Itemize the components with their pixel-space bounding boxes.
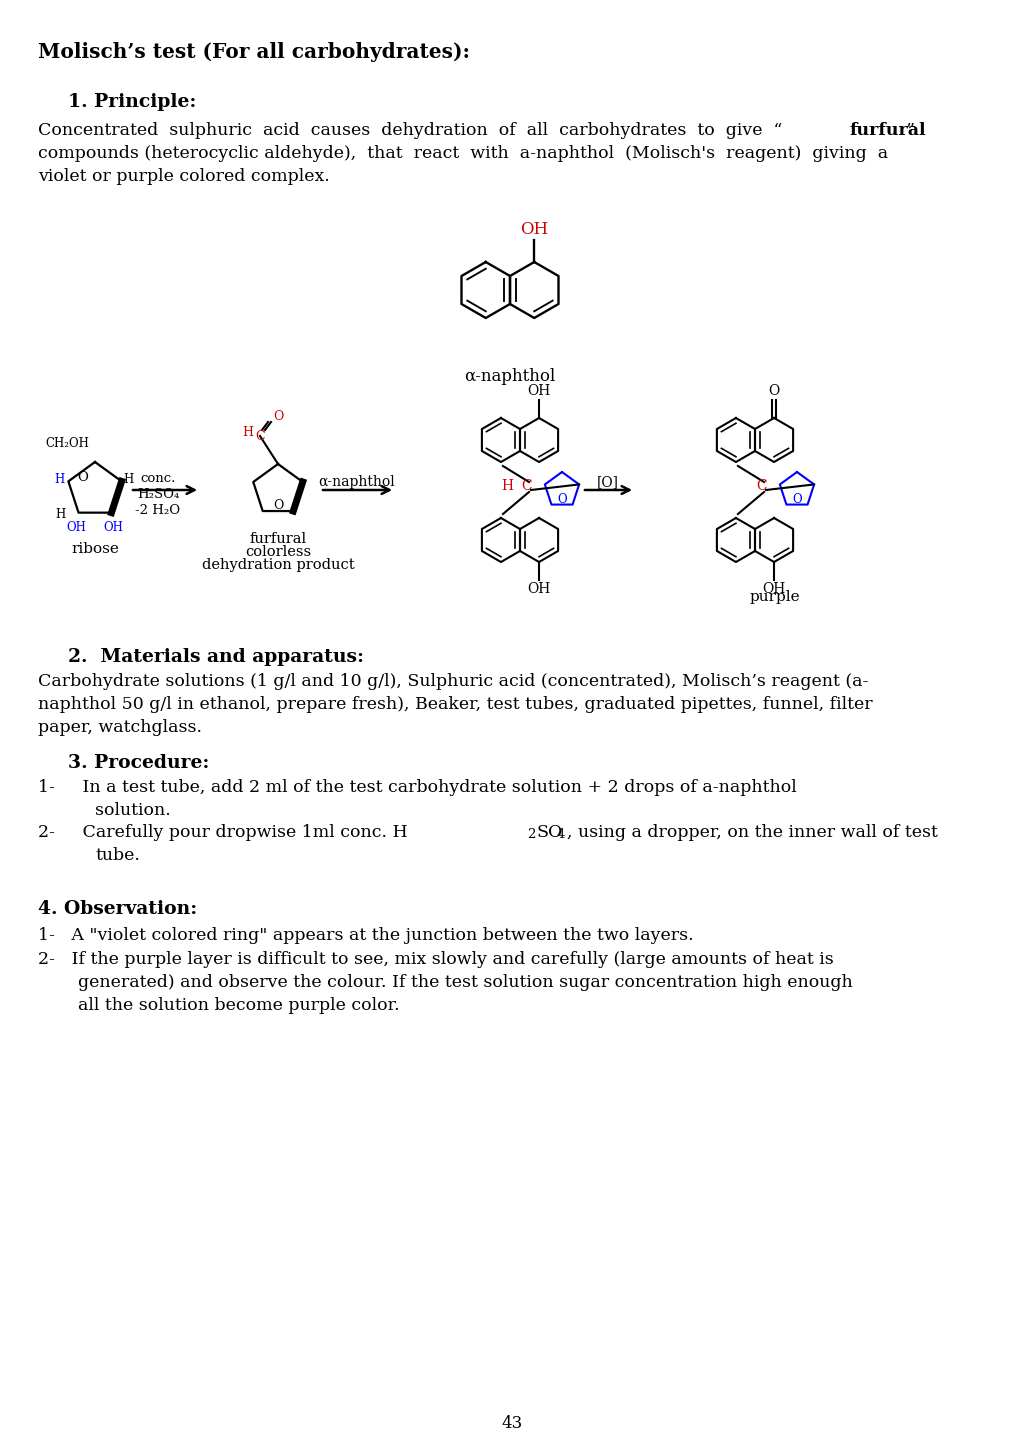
Text: 1-     In a test tube, add 2 ml of the test carbohydrate solution + 2 drops of a: 1- In a test tube, add 2 ml of the test … — [38, 778, 797, 796]
Text: O: O — [557, 493, 567, 506]
Text: purple: purple — [750, 590, 801, 603]
Text: 2.  Materials and apparatus:: 2. Materials and apparatus: — [68, 648, 364, 666]
Text: OH: OH — [67, 521, 86, 534]
Text: α-naphthol: α-naphthol — [318, 475, 395, 489]
Text: O: O — [768, 383, 779, 398]
Text: furfural: furfural — [849, 122, 926, 139]
Text: OH: OH — [527, 582, 551, 596]
Text: furfural: furfural — [250, 532, 306, 546]
Text: tube.: tube. — [95, 846, 140, 864]
Text: H: H — [124, 473, 134, 486]
Text: C: C — [757, 479, 767, 493]
Text: ”: ” — [906, 122, 914, 139]
Text: O: O — [77, 470, 88, 483]
Text: OH: OH — [527, 383, 551, 398]
Text: 43: 43 — [502, 1415, 522, 1433]
Text: C: C — [255, 430, 265, 443]
Text: 1. Principle:: 1. Principle: — [68, 93, 197, 111]
Text: [O]: [O] — [597, 475, 618, 489]
Text: OH: OH — [763, 582, 785, 596]
Text: 4. Observation:: 4. Observation: — [38, 900, 198, 917]
Text: 3. Procedure:: 3. Procedure: — [68, 754, 209, 773]
Text: OH: OH — [103, 521, 124, 534]
Text: naphthol 50 g/l in ethanol, prepare fresh), Beaker, test tubes, graduated pipett: naphthol 50 g/l in ethanol, prepare fres… — [38, 696, 872, 713]
Text: H: H — [54, 473, 65, 486]
Text: 2: 2 — [527, 828, 536, 841]
Text: , using a dropper, on the inner wall of test: , using a dropper, on the inner wall of … — [567, 823, 938, 841]
Text: α-naphthol: α-naphthol — [464, 368, 556, 385]
Text: 2-   If the purple layer is difficult to see, mix slowly and carefully (large am: 2- If the purple layer is difficult to s… — [38, 951, 834, 968]
Text: 4: 4 — [557, 828, 565, 841]
Text: -2 H₂O: -2 H₂O — [135, 504, 180, 517]
Text: conc.: conc. — [140, 472, 176, 485]
Text: H: H — [242, 427, 253, 440]
Text: C: C — [521, 479, 532, 493]
Text: ribose: ribose — [71, 543, 119, 556]
Text: dehydration product: dehydration product — [202, 559, 354, 572]
Text: Carbohydrate solutions (1 g/l and 10 g/l), Sulphuric acid (concentrated), Molisc: Carbohydrate solutions (1 g/l and 10 g/l… — [38, 673, 868, 690]
Text: CH₂OH: CH₂OH — [45, 437, 89, 450]
Text: O: O — [273, 410, 284, 423]
Text: colorless: colorless — [245, 546, 311, 559]
Text: paper, watchglass.: paper, watchglass. — [38, 719, 202, 737]
Text: OH: OH — [520, 221, 548, 237]
Text: Concentrated  sulphuric  acid  causes  dehydration  of  all  carbohydrates  to  : Concentrated sulphuric acid causes dehyd… — [38, 122, 782, 139]
Text: SO: SO — [537, 823, 563, 841]
Text: 1-   A "violet colored ring" appears at the junction between the two layers.: 1- A "violet colored ring" appears at th… — [38, 928, 693, 943]
Text: generated) and observe the colour. If the test solution sugar concentration high: generated) and observe the colour. If th… — [78, 974, 853, 991]
Text: O: O — [793, 493, 802, 506]
Text: Molisch’s test (For all carbohydrates):: Molisch’s test (For all carbohydrates): — [38, 42, 470, 62]
Text: H₂SO₄: H₂SO₄ — [137, 488, 179, 501]
Text: all the solution become purple color.: all the solution become purple color. — [78, 997, 399, 1014]
Text: O: O — [272, 499, 284, 512]
Text: violet or purple colored complex.: violet or purple colored complex. — [38, 168, 330, 185]
Text: H: H — [501, 479, 513, 493]
Text: 2-     Carefully pour dropwise 1ml conc. H: 2- Carefully pour dropwise 1ml conc. H — [38, 823, 408, 841]
Text: solution.: solution. — [95, 802, 171, 819]
Text: compounds (heterocyclic aldehyde),  that  react  with  a-naphthol  (Molisch's  r: compounds (heterocyclic aldehyde), that … — [38, 145, 888, 162]
Text: H: H — [55, 508, 66, 521]
